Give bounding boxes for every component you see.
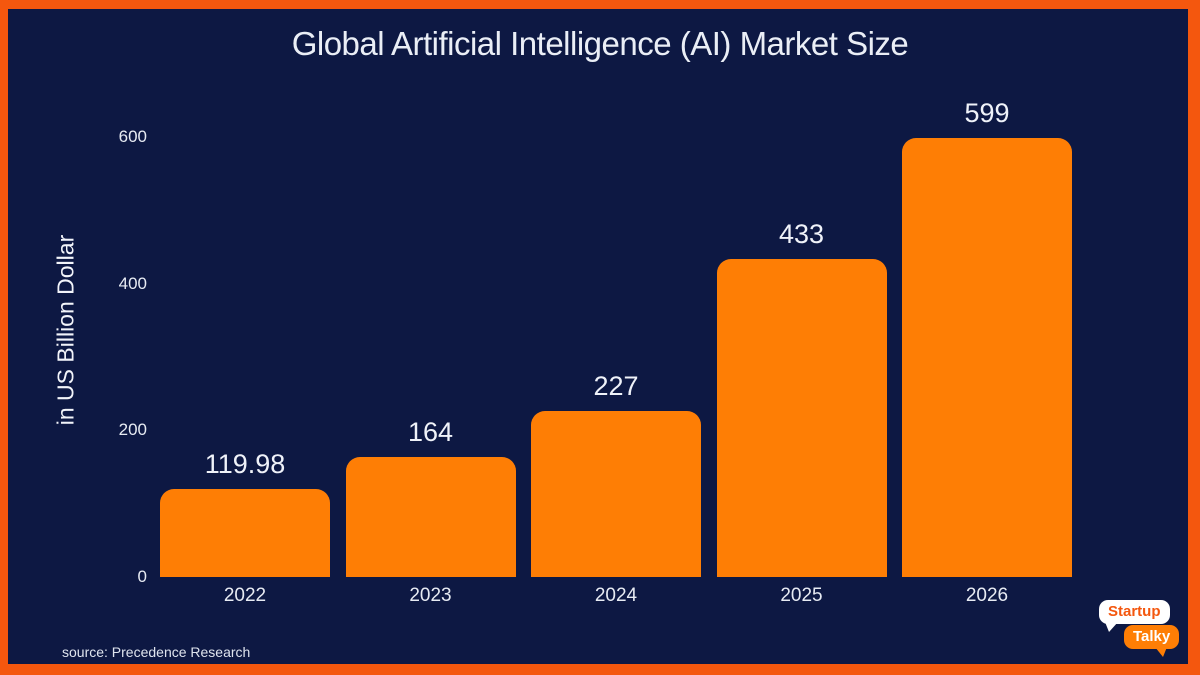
- bar-value-label: 227: [593, 370, 639, 401]
- logo-text-talky: Talky: [1133, 628, 1171, 645]
- bar-2026: [902, 137, 1072, 577]
- x-tick-label: 2025: [780, 585, 823, 606]
- logo-text-startup: Startup: [1108, 603, 1161, 620]
- y-tick-label: 200: [118, 420, 147, 440]
- logo-bubble-talky: Talky: [1124, 625, 1180, 657]
- bar-2023: [345, 456, 516, 577]
- y-tick-label: 600: [118, 127, 147, 146]
- startuptalky-logo: Startup Talky: [1099, 598, 1191, 664]
- y-tick-label: 0: [137, 567, 147, 586]
- bar-value-label: 164: [407, 416, 454, 447]
- x-tick-label: 2024: [594, 585, 638, 606]
- chart-title: Global Artificial Intelligence (AI) Mark…: [291, 25, 909, 62]
- bar-value-label: 119.98: [204, 449, 286, 479]
- x-tick-label: 2022: [223, 585, 267, 606]
- x-tick-label: 2026: [965, 585, 1009, 606]
- bar-value-label: 433: [778, 219, 825, 250]
- bar-2025: [716, 259, 887, 577]
- bar-2022: [160, 489, 330, 577]
- logo-bubble-startup: Startup: [1099, 600, 1170, 632]
- x-tick-label: 2023: [409, 585, 452, 606]
- bar-2024: [531, 410, 701, 577]
- y-tick-label: 400: [118, 273, 147, 293]
- y-axis-title: in US Billion Dollar: [52, 234, 79, 426]
- source-note: source: Precedence Research: [62, 644, 251, 660]
- bar-value-label: 599: [964, 97, 1010, 128]
